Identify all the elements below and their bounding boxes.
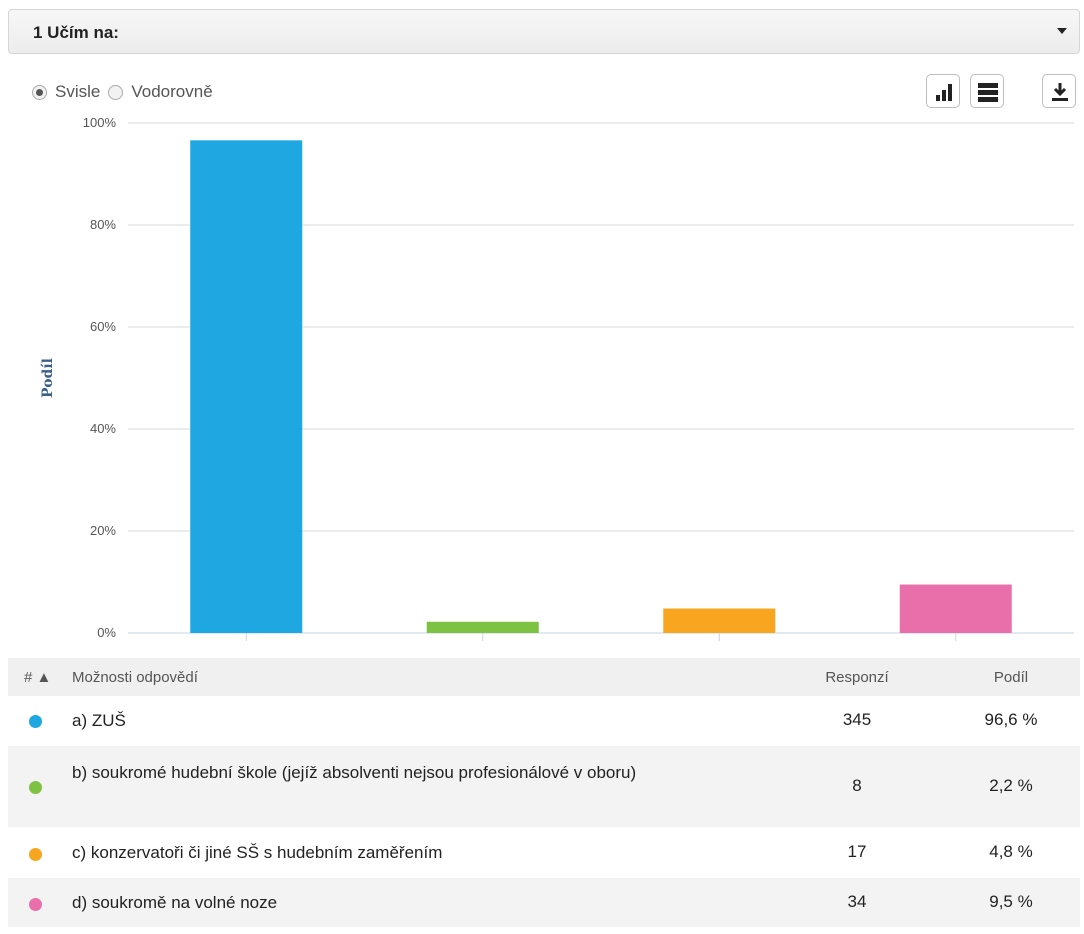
y-tick-label: 0% xyxy=(97,625,116,640)
bar[interactable] xyxy=(426,621,539,633)
option-label: a) ZUŠ xyxy=(72,711,126,730)
question-title: 1 Učím na: xyxy=(33,23,119,42)
response-count: 8 xyxy=(852,776,862,795)
bar[interactable] xyxy=(190,140,303,633)
table-row: a) ZUŠ 345 96,6 % xyxy=(8,696,1080,746)
bar[interactable] xyxy=(663,608,776,633)
bar[interactable] xyxy=(899,584,1012,633)
response-count: 345 xyxy=(842,710,872,729)
download-button[interactable] xyxy=(1042,74,1076,108)
option-label: c) konzervatoři či jiné SŠ s hudebním za… xyxy=(72,843,443,862)
table-row: c) konzervatoři či jiné SŠ s hudebním za… xyxy=(8,828,1080,878)
radio-horizontal[interactable] xyxy=(108,84,124,100)
bar-chart-icon xyxy=(936,84,952,101)
series-color-dot xyxy=(29,715,42,728)
radio-horizontal-label[interactable]: Vodorovně xyxy=(131,82,213,101)
radio-vertical-label[interactable]: Svisle xyxy=(55,82,101,101)
option-label: d) soukromě na volné noze xyxy=(72,893,278,912)
share-value: 96,6 % xyxy=(984,710,1038,729)
radio-vertical[interactable] xyxy=(32,84,47,100)
series-color-dot xyxy=(29,848,42,861)
table-icon xyxy=(978,83,998,102)
table-row: b) soukromé hudební škole (jejíž absolve… xyxy=(8,746,1080,828)
y-axis-label: Podíl xyxy=(40,358,56,398)
results-table: # ▲ Možnosti odpovědí Responzí Podíl a) … xyxy=(8,658,1080,928)
bar-chart: 0% 20% 40% 60% 80% 100% Podíl xyxy=(40,115,1074,641)
y-tick-label: 100% xyxy=(83,115,117,130)
question-header[interactable]: 1 Učím na: xyxy=(8,9,1080,54)
table-row: d) soukromě na volné noze 34 9,5 % xyxy=(8,878,1080,928)
series-color-dot xyxy=(29,781,42,794)
y-tick-label: 80% xyxy=(90,217,116,232)
responses-header[interactable]: Responzí xyxy=(825,669,889,686)
bar-chart-button[interactable] xyxy=(926,74,960,108)
series-color-dot xyxy=(29,898,42,911)
share-value: 4,8 % xyxy=(989,842,1033,861)
response-count: 17 xyxy=(847,842,867,861)
download-icon xyxy=(1052,83,1068,101)
table-view-button[interactable] xyxy=(970,74,1004,108)
caret-down-icon[interactable] xyxy=(1057,28,1067,34)
sort-by-number-header[interactable]: # ▲ xyxy=(24,669,52,686)
share-value: 9,5 % xyxy=(989,892,1033,911)
table-header: # ▲ Možnosti odpovědí Responzí Podíl xyxy=(8,658,1080,696)
y-tick-label: 20% xyxy=(90,523,116,538)
option-label: b) soukromé hudební škole (jejíž absolve… xyxy=(72,763,637,782)
share-header[interactable]: Podíl xyxy=(993,669,1029,686)
share-value: 2,2 % xyxy=(989,776,1033,795)
y-tick-label: 60% xyxy=(90,319,116,334)
options-header[interactable]: Možnosti odpovědí xyxy=(72,669,198,686)
response-count: 34 xyxy=(847,892,867,911)
orientation-toggle: Svisle Vodorovně xyxy=(32,80,221,104)
y-tick-label: 40% xyxy=(90,421,116,436)
